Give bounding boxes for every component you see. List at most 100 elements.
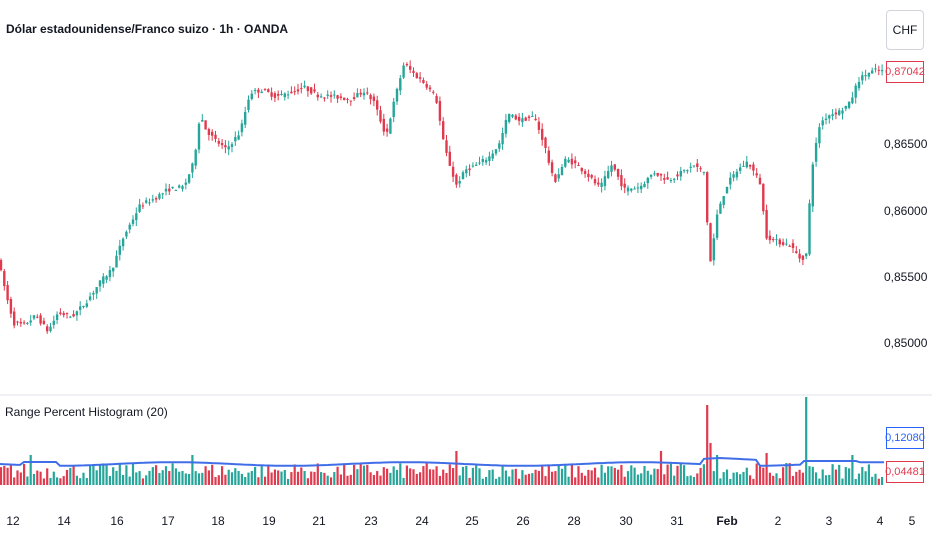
histogram-bar <box>633 467 636 485</box>
histogram-bar <box>184 473 187 485</box>
histogram-bar <box>775 473 778 485</box>
candle-body <box>214 134 217 139</box>
time-tick: 31 <box>670 514 684 528</box>
candle-body <box>161 193 164 195</box>
candle-body <box>151 199 154 201</box>
histogram-bar <box>280 471 283 485</box>
histogram-bar <box>237 470 240 485</box>
histogram-bar <box>56 477 59 485</box>
candle-body <box>356 93 359 98</box>
candle-body <box>623 183 626 188</box>
histogram-bar <box>491 469 494 485</box>
candle-body <box>613 164 616 170</box>
time-tick: 23 <box>364 514 378 528</box>
candle-body <box>597 182 600 185</box>
histogram-bar <box>244 477 247 485</box>
candle-body <box>583 171 587 174</box>
histogram-bar <box>227 469 230 485</box>
candle-body <box>250 93 253 100</box>
candle-body <box>616 168 620 177</box>
histogram-bar <box>399 463 402 485</box>
histogram-bar <box>844 467 847 485</box>
candle-body <box>376 100 379 110</box>
histogram-bar <box>405 465 408 485</box>
candle-body <box>818 127 821 144</box>
candle-body <box>484 160 488 163</box>
indicator-title[interactable]: Range Percent Histogram (20) <box>5 405 168 419</box>
histogram-bar <box>349 474 352 485</box>
candle-body <box>52 320 55 325</box>
candle-body <box>59 312 62 314</box>
histogram-bar <box>72 465 75 485</box>
histogram-bar <box>9 465 12 485</box>
histogram-bar <box>211 464 214 485</box>
histogram-bar <box>706 405 709 485</box>
candle-body <box>857 81 861 89</box>
histogram-bar <box>758 466 762 485</box>
histogram-bar <box>366 464 369 485</box>
candle-body <box>475 164 478 166</box>
candle-body <box>118 245 121 255</box>
histogram-bar <box>197 473 201 485</box>
histogram-bar <box>560 468 564 485</box>
candle-body <box>98 280 102 287</box>
histogram-bar <box>815 472 818 485</box>
candle-body <box>313 89 316 92</box>
candle-body <box>16 321 19 323</box>
candle-body <box>290 91 293 94</box>
candle-body <box>69 316 72 318</box>
histogram-bar <box>131 463 135 485</box>
candle-body <box>211 131 214 136</box>
candle-body <box>220 142 224 146</box>
histogram-bar <box>854 478 857 485</box>
candle-body <box>709 223 712 262</box>
histogram-bar <box>871 476 874 485</box>
last-price-label: 0,87042 <box>885 61 925 83</box>
time-tick: 21 <box>312 514 326 528</box>
histogram-bar <box>52 471 55 485</box>
candle-body <box>158 194 161 199</box>
histogram-bar <box>201 472 204 485</box>
candle-body <box>306 86 310 92</box>
candle-body <box>260 91 263 94</box>
histogram-bar <box>640 473 643 485</box>
candle-body <box>656 172 659 176</box>
candle-body <box>148 202 151 204</box>
currency-button[interactable]: CHF <box>886 10 924 50</box>
histogram-bar <box>287 478 290 485</box>
histogram-bar <box>749 475 752 485</box>
histogram-bar <box>296 471 300 485</box>
candle-body <box>504 119 508 134</box>
candle-body <box>630 188 633 191</box>
candle-body <box>372 96 376 101</box>
histogram-bar <box>805 397 808 485</box>
candle-body <box>544 137 547 148</box>
candle-body <box>702 171 706 173</box>
histogram-bar <box>722 472 725 485</box>
candle-body <box>395 88 399 102</box>
histogram-bar <box>801 472 804 485</box>
histogram-bar <box>617 469 620 485</box>
histogram-bar <box>29 455 32 485</box>
candle-body <box>323 97 326 99</box>
candle-body <box>570 158 574 165</box>
histogram-bar <box>877 478 880 485</box>
indicator-value-label: 0,04481 <box>885 461 925 483</box>
histogram-bar <box>570 463 573 485</box>
candle-body <box>795 251 798 253</box>
symbol-title[interactable]: Dólar estadounidense/Franco suizo · 1h ·… <box>6 22 289 36</box>
histogram-bar <box>188 473 191 485</box>
histogram-bar <box>372 474 375 485</box>
candle-body <box>55 314 59 320</box>
histogram-bar <box>13 477 16 485</box>
price-tick: 0,86000 <box>884 204 928 218</box>
histogram-average-line <box>0 456 885 467</box>
candle-body <box>263 89 267 91</box>
candle-body <box>277 93 280 96</box>
histogram-bar <box>105 465 108 485</box>
candle-body <box>824 118 828 120</box>
candle-body <box>362 92 366 96</box>
candle-body <box>603 176 607 187</box>
candle-body <box>669 180 673 182</box>
